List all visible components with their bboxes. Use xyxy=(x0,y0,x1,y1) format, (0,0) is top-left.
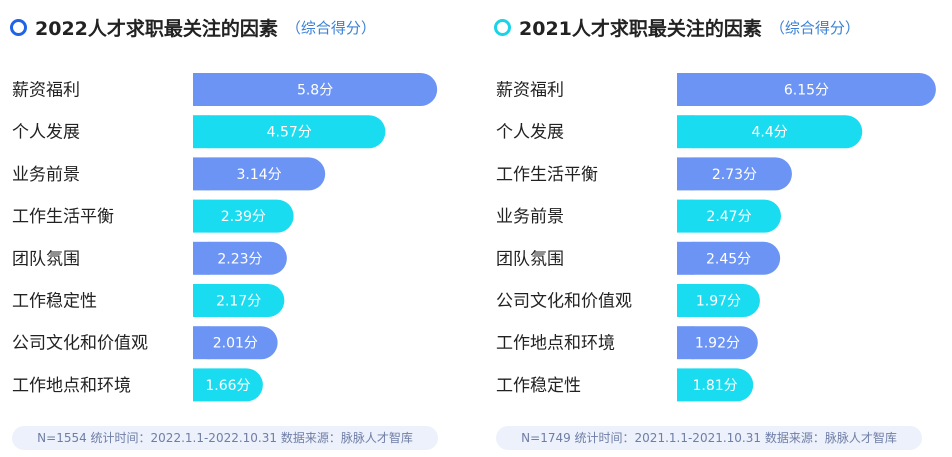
category-label: 公司文化和价值观 xyxy=(12,334,148,354)
bar-left-edge xyxy=(677,115,694,149)
footnote-2022: N=1554 统计时间：2022.1.1-2022.10.31 数据来源：脉脉人… xyxy=(12,426,438,450)
data-label: 2.17分 xyxy=(216,294,261,310)
bar xyxy=(677,368,754,402)
bar-left-edge xyxy=(677,73,694,106)
bar-left-edge xyxy=(193,115,210,149)
data-label: 2.23分 xyxy=(217,251,262,267)
category-label: 个人发展 xyxy=(12,123,80,143)
category-label: 业务前景 xyxy=(496,207,564,227)
data-label: 1.97分 xyxy=(696,294,741,310)
bar-left-edge xyxy=(193,73,210,106)
bar xyxy=(677,115,863,149)
bar-left-edge xyxy=(193,284,210,317)
category-label: 团队氛围 xyxy=(496,249,564,269)
bar xyxy=(193,73,438,106)
chart-header-2021: 2021人才求职最关注的因素 （综合得分） xyxy=(494,12,860,42)
bar xyxy=(677,241,781,275)
bar-left-edge xyxy=(193,368,210,402)
category-label: 工作地点和环境 xyxy=(12,376,131,396)
data-label: 2.01分 xyxy=(213,336,258,352)
chart-title-2021: 2021人才求职最关注的因素 xyxy=(519,17,762,40)
category-label: 工作稳定性 xyxy=(496,376,581,396)
category-label: 工作稳定性 xyxy=(12,292,97,312)
chart-panel-2021: 2021人才求职最关注的因素 （综合得分） 薪资福利 6.15分个人发展 4.4分工… xyxy=(494,0,936,457)
category-label: 公司文化和价值观 xyxy=(496,292,632,312)
bar xyxy=(193,241,287,275)
bar-left-edge xyxy=(677,326,694,360)
category-label: 薪资福利 xyxy=(496,81,564,101)
bar-left-edge xyxy=(677,284,694,317)
bar-left-edge xyxy=(677,199,694,233)
category-label: 个人发展 xyxy=(496,123,564,143)
category-label: 团队氛围 xyxy=(12,249,80,269)
data-label: 1.81分 xyxy=(693,378,738,394)
bar-left-edge xyxy=(677,241,694,275)
bar xyxy=(193,284,285,317)
data-label: 4.4分 xyxy=(751,125,787,141)
chart-panel-2022: 2022人才求职最关注的因素 （综合得分） 薪资福利 5.8分个人发展 4.57分业… xyxy=(10,0,450,457)
footnote-2021: N=1749 统计时间：2021.1.1-2021.10.31 数据来源：脉脉人… xyxy=(496,426,922,450)
data-label: 2.47分 xyxy=(706,209,751,225)
category-label: 工作生活平衡 xyxy=(12,207,114,227)
bar xyxy=(677,284,760,317)
data-label: 5.8分 xyxy=(297,83,333,99)
bar xyxy=(677,326,758,360)
ring-bullet-icon xyxy=(494,18,511,36)
bar xyxy=(193,326,278,360)
chart-header-2022: 2022人才求职最关注的因素 （综合得分） xyxy=(10,12,376,42)
chart-title-2022: 2022人才求职最关注的因素 xyxy=(35,17,278,40)
data-label: 4.57分 xyxy=(267,125,312,141)
data-label: 6.15分 xyxy=(784,83,829,99)
bar xyxy=(677,73,936,106)
data-label: 2.73分 xyxy=(712,167,757,183)
data-label: 1.92分 xyxy=(695,336,740,352)
category-label: 业务前景 xyxy=(12,165,80,185)
bar xyxy=(677,199,781,233)
bar-left-edge xyxy=(193,241,210,275)
data-label: 2.39分 xyxy=(221,209,266,225)
bar-left-edge xyxy=(193,326,210,360)
bar xyxy=(677,157,792,191)
bar xyxy=(193,115,386,149)
data-label: 3.14分 xyxy=(237,167,282,183)
chart-subtitle-2021: （综合得分） xyxy=(769,18,860,37)
bar-left-edge xyxy=(677,368,694,402)
bar xyxy=(193,368,263,402)
category-label: 薪资福利 xyxy=(12,81,80,101)
bar xyxy=(193,199,294,233)
bar xyxy=(193,157,326,191)
bar-left-edge xyxy=(677,157,694,191)
data-label: 1.66分 xyxy=(205,378,250,394)
chart-subtitle-2022: （综合得分） xyxy=(285,18,376,37)
category-label: 工作生活平衡 xyxy=(496,165,598,185)
bar-left-edge xyxy=(193,157,210,191)
category-label: 工作地点和环境 xyxy=(496,334,615,354)
bar-left-edge xyxy=(193,199,210,233)
ring-bullet-icon xyxy=(10,18,27,36)
data-label: 2.45分 xyxy=(706,251,751,267)
